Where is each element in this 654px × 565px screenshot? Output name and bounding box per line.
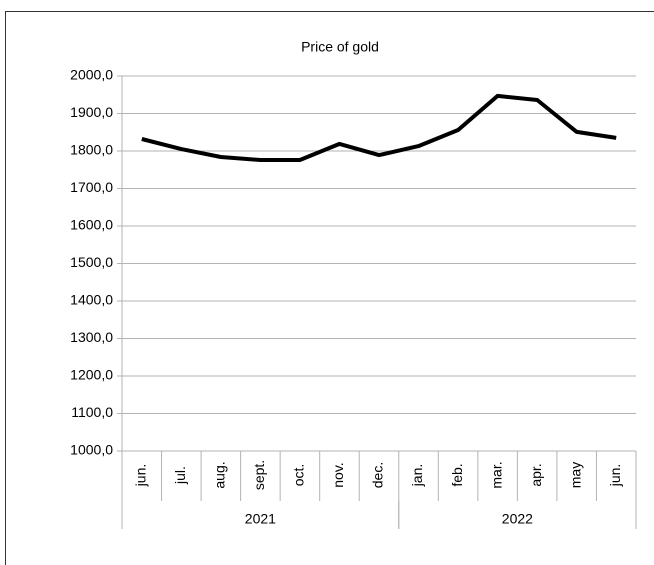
x-tick-label: may bbox=[567, 462, 583, 488]
y-tick-label: 1300,0 bbox=[70, 329, 113, 345]
y-tick-label: 1600,0 bbox=[70, 217, 113, 233]
x-tick-label: sept. bbox=[251, 460, 267, 490]
x-tick-label: oct. bbox=[291, 464, 307, 487]
x-tick-label: feb. bbox=[449, 463, 465, 486]
x-tick-label: nov. bbox=[330, 462, 346, 487]
chart-border bbox=[5, 11, 654, 565]
y-tick-label: 1100,0 bbox=[71, 404, 113, 420]
x-tick-label: jun. bbox=[607, 464, 623, 488]
x-tick-label: jan. bbox=[409, 464, 425, 488]
group-label: 2021 bbox=[245, 511, 276, 527]
chart-title: Price of gold bbox=[301, 39, 379, 55]
x-tick-label: apr. bbox=[528, 463, 544, 486]
y-tick-label: 1400,0 bbox=[70, 292, 113, 308]
y-tick-label: 1500,0 bbox=[70, 254, 113, 270]
y-tick-label: 1800,0 bbox=[70, 142, 113, 158]
group-label: 2022 bbox=[502, 511, 533, 527]
x-tick-label: jun. bbox=[132, 464, 148, 488]
x-tick-label: dec. bbox=[370, 462, 386, 488]
y-tick-label: 1900,0 bbox=[70, 104, 113, 120]
line-series bbox=[141, 93, 617, 162]
x-tick-label: mar. bbox=[488, 461, 504, 488]
y-tick-label: 1000,0 bbox=[70, 442, 113, 458]
x-tick-label: aug. bbox=[212, 461, 228, 488]
y-tick-label: 1700,0 bbox=[70, 179, 113, 195]
y-tick-label: 2000,0 bbox=[70, 67, 113, 83]
x-tick-label: jul. bbox=[172, 466, 188, 485]
y-tick-label: 1200,0 bbox=[70, 367, 113, 383]
